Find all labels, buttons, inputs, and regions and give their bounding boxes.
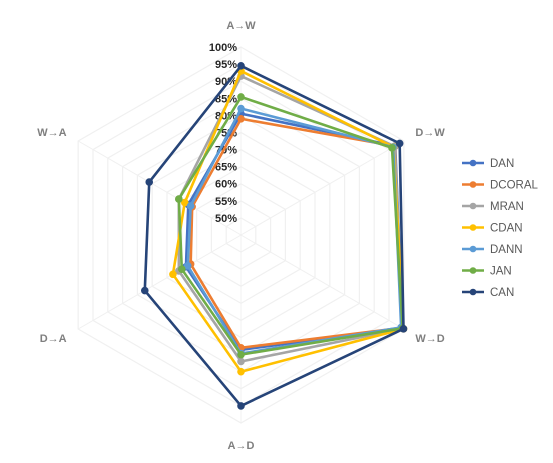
category-label: W→A bbox=[37, 127, 66, 139]
legend-marker-dann bbox=[469, 245, 477, 253]
category-label: A→W bbox=[226, 20, 256, 32]
category-label: A→D bbox=[228, 440, 255, 452]
tick-label-65: 65% bbox=[215, 162, 237, 174]
legend-label-dan: DAN bbox=[490, 158, 514, 170]
legend-marker-dcoral bbox=[469, 181, 477, 188]
legend-marker-cdan bbox=[469, 224, 477, 231]
legend-marker-dan bbox=[469, 159, 477, 167]
data-point-jan bbox=[237, 93, 245, 101]
data-point-jan bbox=[175, 195, 183, 203]
data-point-can bbox=[395, 139, 404, 148]
data-point-jan bbox=[388, 144, 396, 152]
legend-label-cdan: CDAN bbox=[490, 223, 523, 235]
category-label: D→A bbox=[40, 333, 67, 345]
legend-marker-can bbox=[469, 288, 477, 296]
tick-label-100: 100% bbox=[209, 42, 237, 54]
legend-label-jan: JAN bbox=[490, 266, 512, 278]
tick-label-55: 55% bbox=[215, 196, 237, 208]
axis-line bbox=[240, 234, 405, 330]
axis-line bbox=[77, 234, 242, 330]
legend-label-dcoral: DCORAL bbox=[490, 180, 539, 192]
data-point-dann bbox=[183, 261, 192, 270]
data-point-jan bbox=[237, 350, 245, 359]
data-point-jan bbox=[177, 265, 186, 273]
data-point-can bbox=[237, 62, 245, 70]
legend-label-can: CAN bbox=[490, 287, 514, 299]
data-point-mran bbox=[237, 357, 245, 366]
legend-marker-jan bbox=[469, 267, 477, 274]
data-point-cdan bbox=[237, 367, 245, 376]
data-point-can bbox=[237, 402, 245, 410]
legend-marker-mran bbox=[469, 202, 477, 210]
legend-label-dann: DANN bbox=[490, 244, 523, 256]
data-point-dann bbox=[237, 104, 245, 113]
category-label: D→W bbox=[415, 127, 445, 139]
data-point-can bbox=[140, 286, 149, 295]
tick-label-50: 50% bbox=[215, 213, 237, 225]
tick-label-95: 95% bbox=[215, 59, 237, 71]
series-line-cdan bbox=[171, 69, 405, 374]
axis-line bbox=[77, 140, 242, 236]
axis-line bbox=[240, 140, 405, 236]
data-point-can bbox=[399, 325, 408, 333]
category-label: W→D bbox=[415, 333, 444, 345]
tick-label-60: 60% bbox=[215, 179, 237, 191]
legend-label-mran: MRAN bbox=[490, 201, 524, 213]
data-point-cdan bbox=[180, 198, 189, 207]
series-line-dcoral bbox=[189, 117, 404, 350]
data-point-cdan bbox=[169, 270, 177, 279]
data-point-dann bbox=[186, 202, 195, 210]
data-point-can bbox=[145, 178, 154, 186]
data-point-dcoral bbox=[237, 114, 245, 123]
